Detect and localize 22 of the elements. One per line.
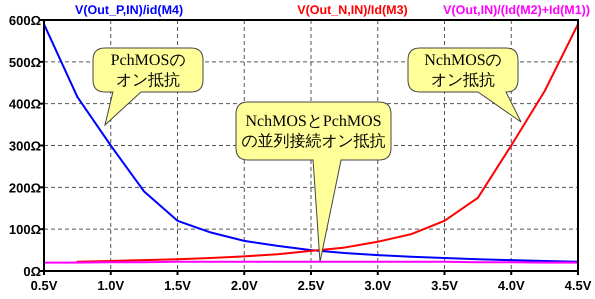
y-tick-label: 100Ω (8, 222, 41, 238)
text: V(Out,IN)/(Id(M2)+Id(M1)) (443, 3, 590, 17)
xtick: 3.5V (431, 278, 458, 293)
y-tick-label: 200Ω (8, 180, 41, 196)
text: V(Out_N,IN)/Id(M3) (297, 3, 408, 17)
y-tick-label: 600Ω (8, 13, 41, 28)
xtick: 2.0V (230, 278, 258, 293)
xtick: 1.0V (97, 278, 124, 293)
y-tick-label: 400Ω (8, 96, 41, 112)
xtick: 0.5V (30, 278, 58, 293)
annotation: NchMOSとPchMOSの並列接続オン抵抗 (242, 113, 386, 150)
y-tick-label: 0Ω (23, 264, 41, 279)
xtick: 4.0V (498, 278, 525, 293)
text: V(Out_P,IN)/id(M4) (75, 3, 184, 17)
xtick: 1.5V (164, 278, 191, 293)
annotation: NchMOSのオン抵抗 (424, 52, 502, 89)
annotation: PchMOSのオン抵抗 (110, 52, 186, 89)
y-tick-label: 500Ω (8, 54, 41, 70)
xtick: 2.5V (298, 278, 324, 293)
xtick: 4.5V (564, 278, 592, 293)
xtick: 3.0V (364, 278, 392, 293)
y-tick-label: 300Ω (8, 138, 41, 154)
